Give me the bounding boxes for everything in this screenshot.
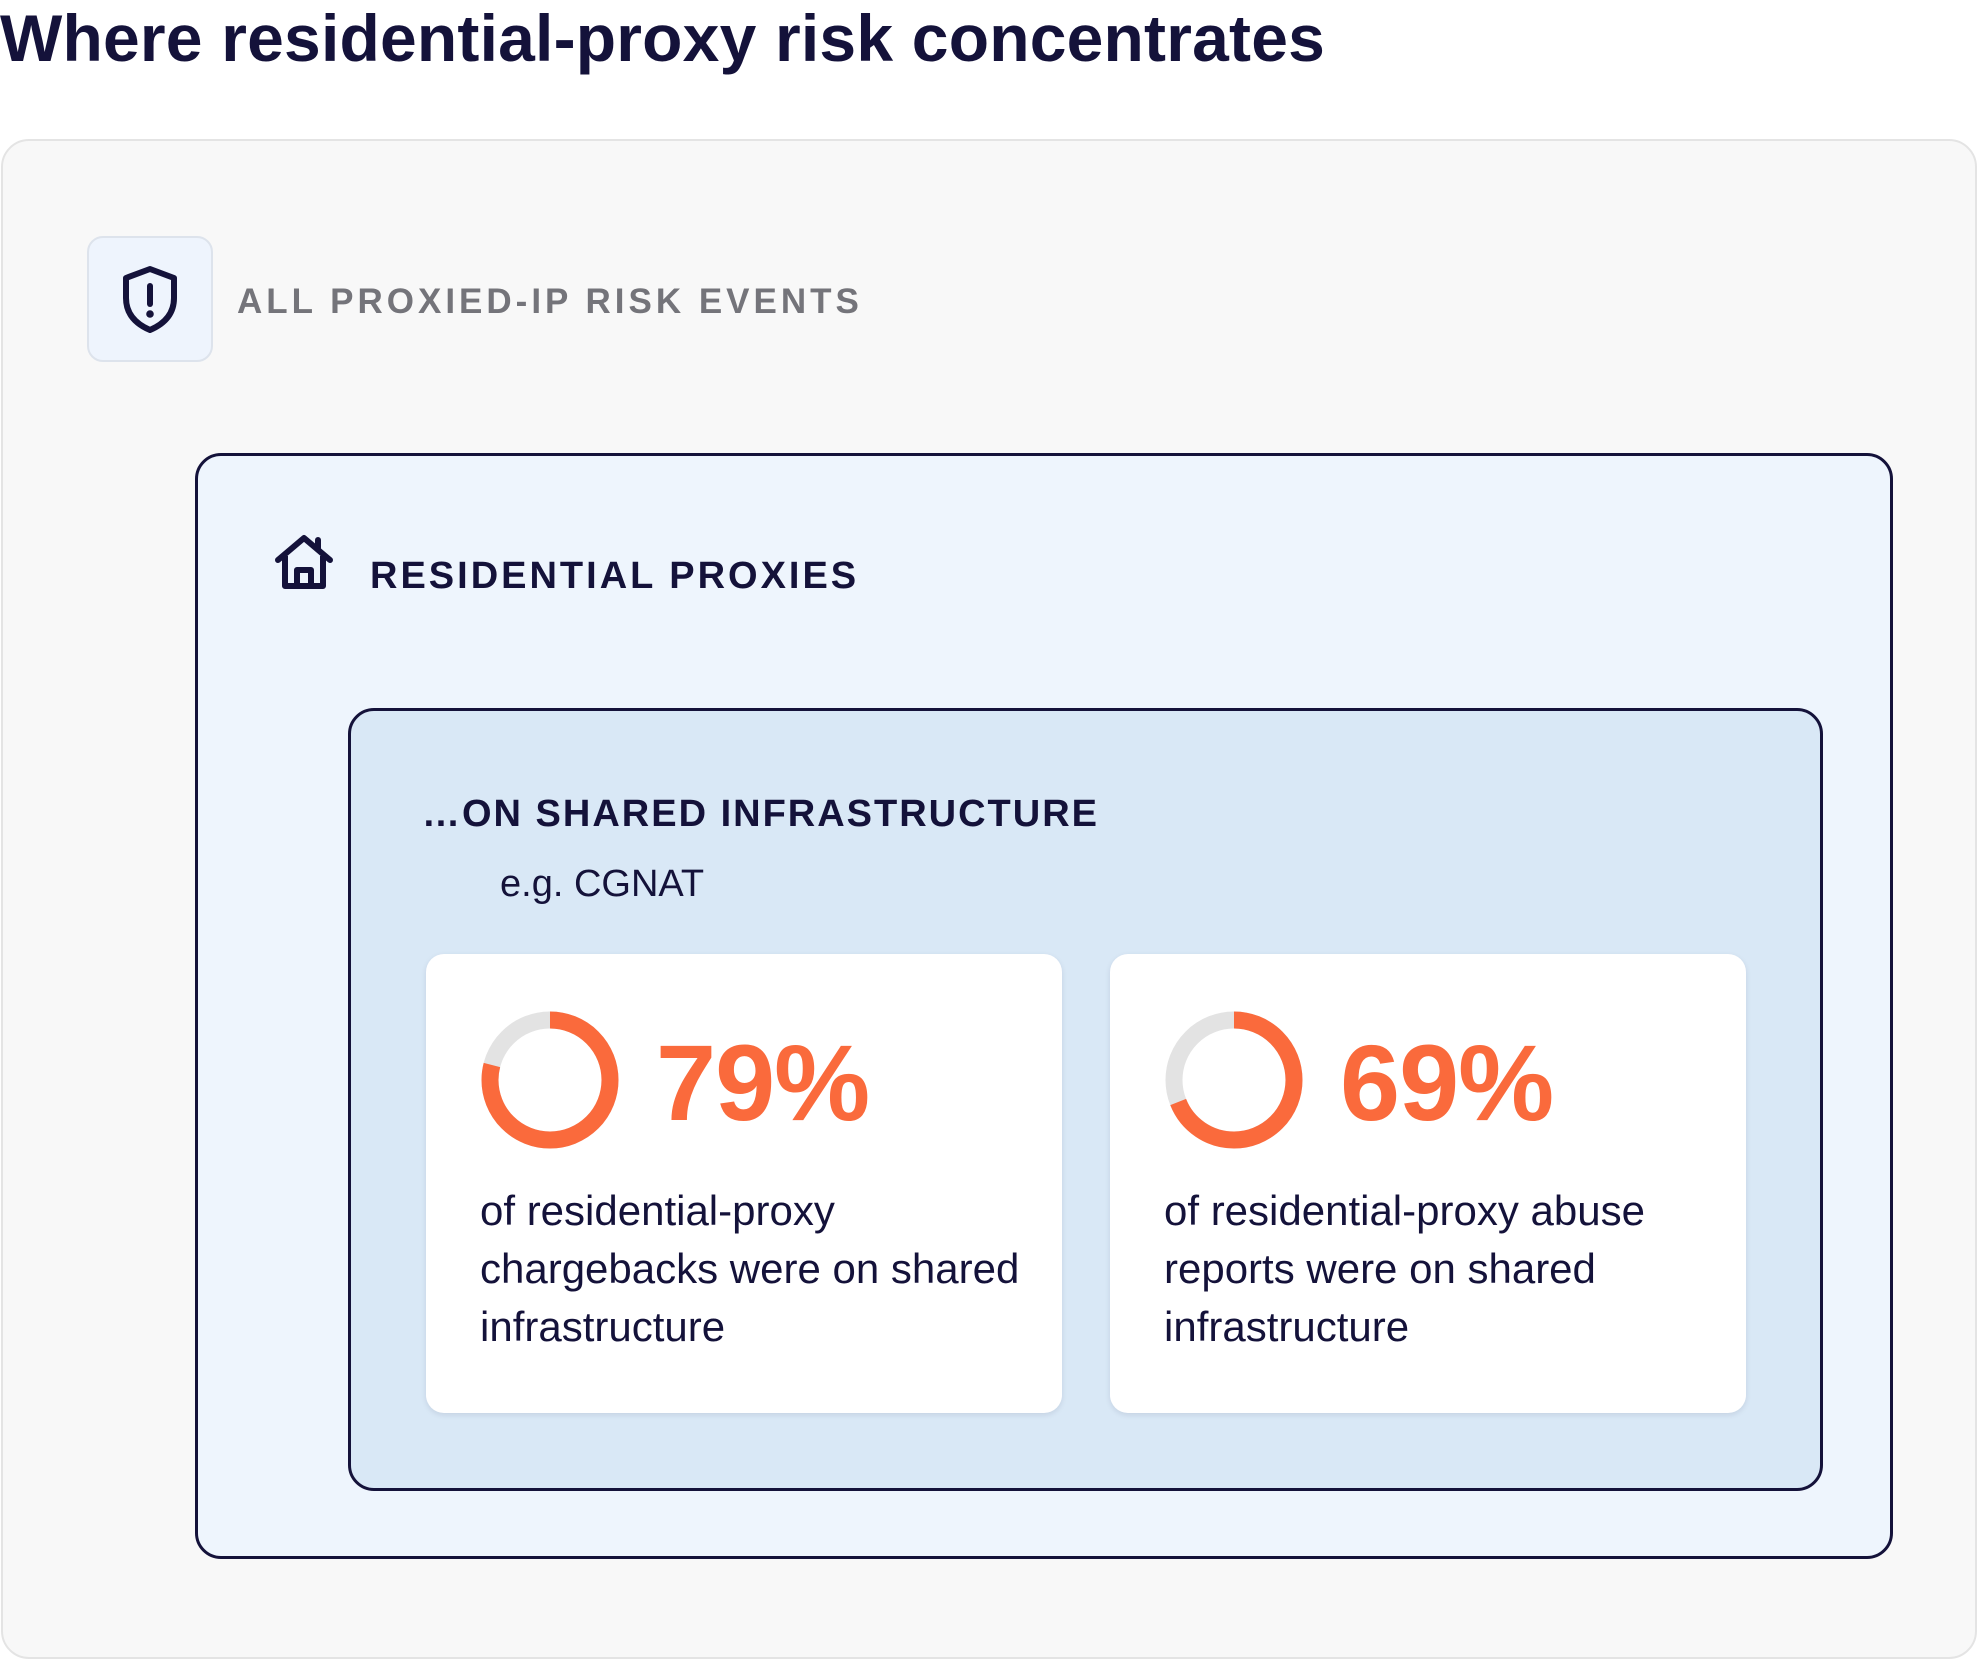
shield-icon-box — [87, 236, 213, 362]
donut-ring-progress — [481, 1011, 619, 1149]
shield-alert-icon — [123, 266, 177, 333]
stat-card-chargebacks: 79% of residential-proxy chargebacks wer… — [426, 954, 1062, 1413]
donut-ring-chart — [1165, 1011, 1303, 1149]
stat-value: 69% — [1340, 1022, 1554, 1143]
middle-panel-label: RESIDENTIAL PROXIES — [370, 555, 860, 597]
stat-value: 79% — [656, 1022, 870, 1143]
stat-description: of residential-proxy abuse reports were … — [1164, 1187, 1645, 1350]
donut-ring-chart — [481, 1011, 619, 1149]
inner-panel-label: …ON SHARED INFRASTRUCTURE — [422, 793, 1099, 835]
house-icon — [275, 535, 333, 589]
page-title: Where residential-proxy risk concentrate… — [0, 1, 1326, 75]
stat-description: of residential-proxy chargebacks were on… — [480, 1187, 1020, 1350]
donut-ring-progress — [1165, 1011, 1303, 1149]
outer-panel-label: ALL PROXIED-IP RISK EVENTS — [237, 282, 863, 321]
inner-panel-sublabel: e.g. CGNAT — [500, 863, 705, 905]
stat-card-abuse-reports: 69% of residential-proxy abuse reports w… — [1110, 954, 1746, 1413]
